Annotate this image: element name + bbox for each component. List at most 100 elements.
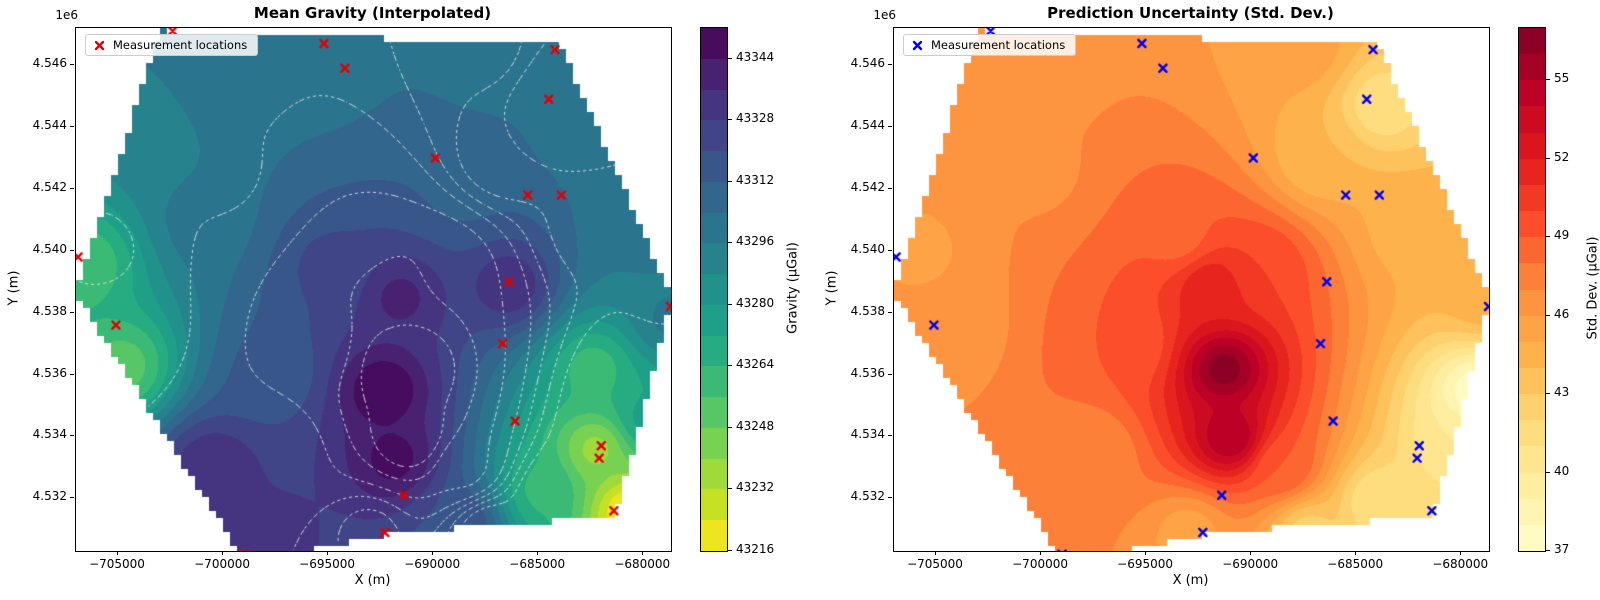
x-tick-mark: [1460, 551, 1462, 555]
colorbar-band: [1519, 158, 1545, 185]
colorbar-tick-label: 43344: [736, 49, 775, 64]
colorbar-tick-label: 43264: [736, 357, 775, 372]
colorbar-band: [1519, 393, 1545, 421]
x-tick-mark: [537, 551, 539, 555]
x-tick-label: −690000: [404, 557, 461, 571]
colorbar-band: [1519, 341, 1545, 368]
y-tick-mark: [888, 64, 892, 66]
colorbar-tick-mark: [1546, 236, 1550, 238]
y-tick-mark: [70, 187, 74, 189]
y-tick-label: 4.536: [850, 365, 885, 380]
y-tick-label: 4.536: [32, 365, 67, 380]
colorbar-tick-mark: [728, 242, 732, 244]
colorbar-tick-label: 43280: [736, 295, 775, 310]
x-tick-mark: [327, 551, 329, 555]
x-tick-mark: [1145, 551, 1147, 555]
colorbar-band: [701, 396, 727, 428]
legend: Measurement locations: [85, 34, 259, 56]
x-tick-mark: [222, 551, 224, 555]
y-tick-mark: [70, 435, 74, 437]
x-tick-label: −700000: [194, 557, 250, 571]
x-tick-mark: [1250, 551, 1252, 555]
colorbar-band: [701, 335, 727, 367]
colorbar-band: [1519, 53, 1545, 81]
measurement-x-icon: [94, 40, 105, 50]
colorbar-tick-label: 43248: [736, 418, 775, 433]
colorbar-label: Std. Dev. (µGal): [1585, 236, 1600, 340]
colorbar-tick-label: 43: [1554, 385, 1570, 400]
x-tick-label: −700000: [1012, 557, 1068, 571]
x-tick-label: −705000: [907, 557, 963, 571]
colorbar-tick-mark: [1546, 157, 1550, 159]
colorbar-band: [701, 242, 727, 275]
y-tick-mark: [888, 497, 892, 499]
colorbar-tick-mark: [1546, 314, 1550, 316]
colorbar-band: [701, 365, 727, 398]
x-tick-mark: [117, 551, 119, 555]
colorbar-band: [701, 89, 727, 121]
y-axis-label: Y (m): [6, 270, 22, 306]
colorbar-band: [701, 58, 727, 90]
y-tick-label: 4.544: [32, 118, 67, 133]
colorbar-band: [1519, 105, 1545, 133]
x-tick-mark: [1355, 551, 1357, 555]
colorbar-tick-mark: [728, 57, 732, 59]
plot-title: Mean Gravity (Interpolated): [253, 4, 492, 22]
y-tick-label: 4.542: [850, 179, 885, 194]
colorbar-band: [701, 212, 727, 244]
colorbar-band: [701, 458, 727, 490]
y-offset-label: 1e6: [55, 8, 78, 22]
y-offset-label: 1e6: [873, 8, 896, 22]
colorbar-band: [1519, 524, 1545, 551]
y-axis-label: Y (m): [824, 270, 840, 306]
colorbar-tick-mark: [728, 426, 732, 428]
colorbar-band: [1519, 132, 1545, 159]
y-tick-mark: [888, 249, 892, 251]
x-tick-mark: [1040, 551, 1042, 555]
y-tick-label: 4.532: [32, 489, 67, 504]
colorbar: [1518, 27, 1546, 552]
plot-title: Prediction Uncertainty (Std. Dev.): [1047, 4, 1334, 22]
colorbar-band: [1519, 367, 1545, 395]
y-tick-label: 4.534: [850, 427, 885, 442]
colorbar-band: [701, 27, 727, 59]
colorbar-band: [701, 273, 727, 305]
y-tick-label: 4.542: [32, 179, 67, 194]
colorbar-band: [701, 519, 727, 551]
colorbar-tick-label: 52: [1554, 149, 1570, 164]
colorbar-tick-label: 49: [1554, 228, 1570, 243]
colorbar: [700, 27, 728, 552]
colorbar-tick-label: 40: [1554, 463, 1570, 478]
colorbar-band: [1519, 27, 1545, 55]
x-tick-label: −680000: [1432, 557, 1489, 571]
colorbar-band: [701, 304, 727, 336]
colorbar-band: [701, 119, 727, 152]
y-tick-label: 4.544: [850, 118, 885, 133]
colorbar-tick-label: 37: [1554, 542, 1570, 556]
colorbar-band: [1519, 315, 1545, 342]
y-tick-label: 4.534: [32, 427, 67, 442]
colorbar-tick-label: 43328: [736, 111, 775, 126]
legend-label: Measurement locations: [931, 38, 1066, 52]
y-tick-label: 4.546: [32, 56, 67, 71]
y-tick-mark: [888, 187, 892, 189]
x-tick-label: −685000: [1327, 557, 1384, 571]
colorbar-band: [1519, 236, 1545, 264]
x-tick-mark: [935, 551, 937, 555]
y-tick-label: 4.538: [32, 303, 67, 318]
colorbar-tick-mark: [1546, 393, 1550, 395]
y-tick-mark: [70, 497, 74, 499]
colorbar-tick-mark: [728, 488, 732, 490]
colorbar-band: [701, 150, 727, 182]
colorbar-tick-mark: [728, 180, 732, 182]
colorbar-band: [1519, 498, 1545, 525]
colorbar-tick-mark: [728, 119, 732, 121]
uncertainty-contour-canvas: [893, 27, 1490, 552]
plot-mean-gravity: Mean Gravity (Interpolated) 1e6 X (m) Y …: [6, 4, 801, 588]
colorbar-band: [701, 181, 727, 213]
plot-prediction-uncertainty: Prediction Uncertainty (Std. Dev.) 1e6 X…: [818, 0, 1600, 600]
y-tick-mark: [888, 373, 892, 375]
colorbar-band: [1519, 79, 1545, 107]
y-tick-label: 4.540: [850, 241, 885, 256]
y-tick-mark: [70, 373, 74, 375]
